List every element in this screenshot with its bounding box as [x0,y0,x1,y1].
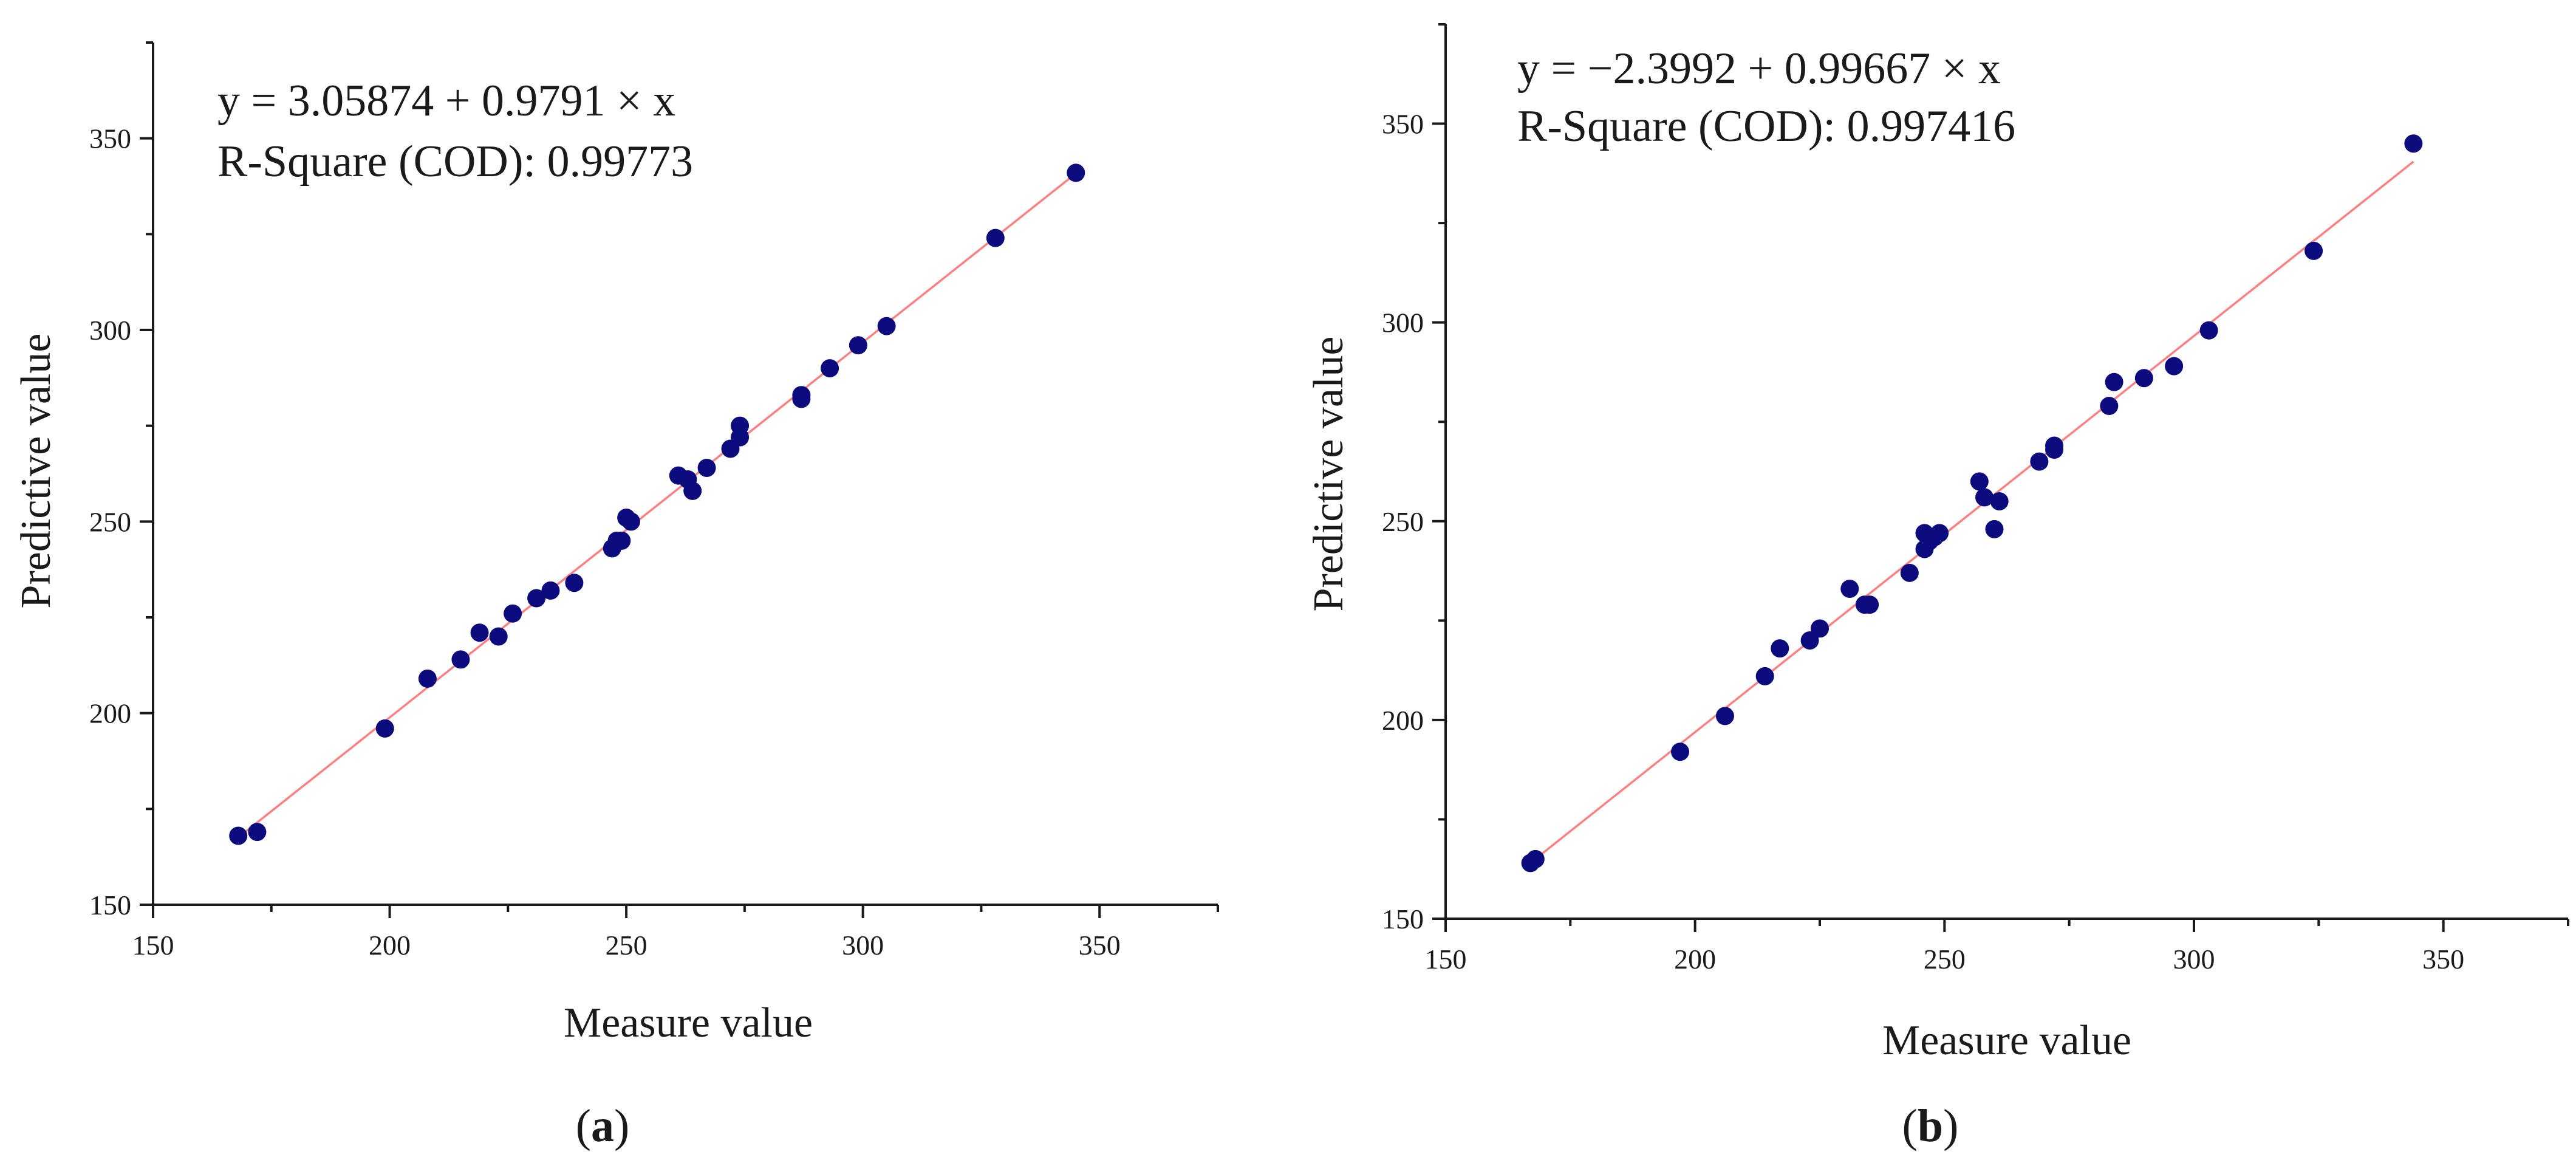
y-tick-labels-b: 150 200 250 300 350 [1382,109,1424,935]
data-point [1771,639,1789,658]
x-tick-label: 200 [369,930,411,961]
fit-line-b [1529,160,2414,864]
data-point [849,336,867,355]
data-point [489,627,508,646]
data-point [621,512,640,531]
r-square-label-a: R-Square (COD): 0.99773 [217,137,693,187]
data-point [683,481,702,500]
data-point [2105,372,2123,391]
data-point [2045,436,2064,455]
x-tick-label: 350 [2422,944,2464,975]
y-axis-title-b: Predictive value [1305,337,1352,612]
data-point [821,359,839,378]
data-point [1860,595,1879,614]
x-tick-label: 250 [606,930,647,961]
x-tick-label: 300 [842,930,884,961]
data-point [1990,492,2009,511]
y-tick-label: 300 [89,315,131,346]
data-point [792,386,811,405]
data-point [1970,472,1989,491]
panel-letter-a: a [591,1100,614,1151]
tick-marks-a [140,41,1219,918]
y-tick-label: 250 [89,506,131,537]
panel-letter-b: b [1918,1100,1943,1151]
x-tick-label: 300 [2173,944,2215,975]
equation-label-a: y = 3.05874 + 0.9791 × x [217,76,675,126]
data-point [697,459,716,478]
y-tick-label: 150 [1382,904,1424,935]
data-point [375,719,394,738]
data-point [731,416,750,435]
x-axis-title-a: Measure value [564,1000,813,1046]
data-point [986,228,1005,247]
y-tick-label: 150 [89,890,131,921]
y-axis-title-a: Predictive value [13,334,60,609]
y-tick-label: 200 [1382,705,1424,736]
data-point [1755,667,1774,685]
chart-panel-b: y = −2.3992 + 0.99667 × x R-Square (COD)… [1305,23,2569,1151]
data-point [612,531,631,550]
x-tick-label: 150 [1425,944,1467,975]
data-point [2100,397,2119,416]
panel-label-a: (a) [576,1100,630,1151]
x-tick-label: 250 [1924,944,1966,975]
data-point [504,604,522,623]
y-tick-labels-a: 150 200 250 300 350 [89,123,131,921]
x-tick-label: 150 [132,930,174,961]
y-tick-label: 200 [89,698,131,729]
chart-panel-a: y = 3.05874 + 0.9791 × x R-Square (COD):… [13,41,1219,1151]
data-point [418,669,437,688]
data-point [2165,357,2184,376]
panel-label-b: (b) [1902,1100,1959,1151]
data-point [229,826,248,845]
data-point [1715,707,1734,726]
data-point [527,589,546,608]
equation-label-b: y = −2.3992 + 0.99667 × x [1517,44,2001,94]
data-point [2134,369,2153,388]
data-point [1840,579,1859,598]
data-point [541,581,560,600]
x-axis-title-b: Measure value [1882,1017,2131,1064]
data-point [1067,163,1085,182]
y-tick-label: 300 [1382,307,1424,338]
data-point [2404,134,2423,153]
x-tick-labels-b: 150 200 250 300 350 [1425,944,2465,975]
data-point [1811,619,1829,638]
data-point [1900,563,1919,582]
y-tick-label: 350 [1382,109,1424,140]
data-points-b [1521,134,2423,873]
data-point [2199,321,2218,340]
x-tick-labels-a: 150 200 250 300 350 [132,930,1121,961]
fit-line-a [242,173,1077,835]
data-point [1930,524,1949,543]
y-tick-label: 250 [1382,506,1424,537]
data-point [451,650,470,669]
data-point [248,823,267,842]
x-tick-label: 350 [1079,930,1121,961]
data-points-a [229,163,1085,845]
r-square-label-b: R-Square (COD): 0.997416 [1517,101,2015,151]
data-point [1975,488,1994,507]
data-point [2304,241,2323,260]
x-tick-label: 200 [1674,944,1716,975]
data-point [2030,452,2049,471]
data-point [877,317,896,335]
y-tick-label: 350 [89,123,131,154]
data-point [470,623,489,642]
tick-marks-b [1432,23,2569,932]
data-point [1985,520,2004,538]
data-point [1800,631,1819,650]
data-point [1671,743,1690,761]
data-point [1526,849,1545,868]
data-point [565,574,584,592]
